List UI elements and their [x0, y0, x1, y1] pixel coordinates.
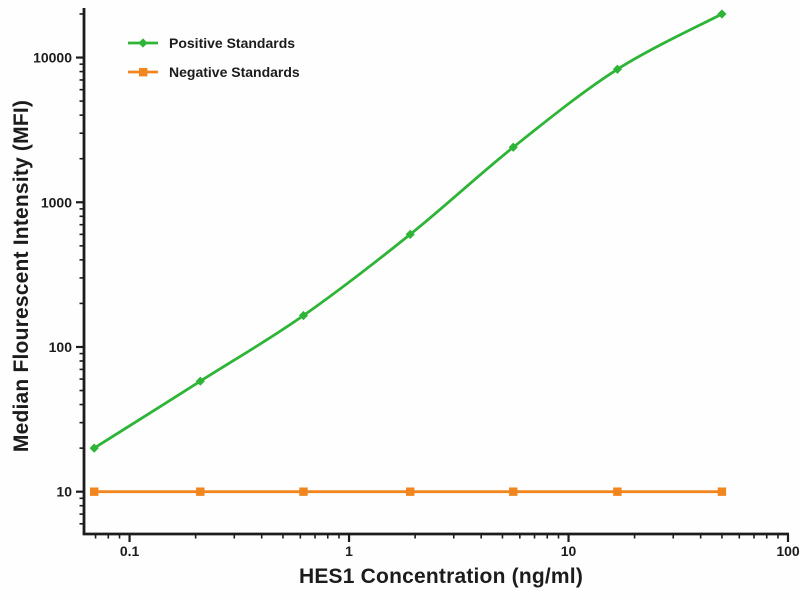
x-tick-label: 0.1	[120, 543, 140, 559]
data-point-square	[196, 487, 205, 496]
legend: Positive Standards Negative Standards	[126, 28, 300, 86]
legend-label-positive: Positive Standards	[169, 34, 296, 51]
positive-series	[89, 9, 727, 453]
data-point-diamond	[405, 229, 415, 239]
data-point-square	[613, 487, 622, 496]
axes	[82, 8, 789, 536]
positive-series-marker-icon	[128, 37, 158, 48]
x-tick-label: 10	[561, 543, 577, 559]
data-point-diamond	[612, 64, 623, 74]
y-axis-title: Median Flourescent Intensity (MFI)	[10, 99, 33, 453]
data-point-diamond	[89, 443, 99, 453]
legend-item-positive: Positive Standards	[126, 28, 300, 57]
data-point-square	[717, 487, 727, 496]
ticks: 0.1 1 10 100 10 100 1000 10000	[33, 13, 800, 559]
data-point-square	[406, 487, 415, 496]
negative-series-marker-icon	[128, 67, 158, 76]
data-point-diamond	[195, 376, 205, 386]
data-point-diamond	[508, 142, 518, 152]
y-tick-label: 10	[56, 484, 72, 500]
x-axis-title: HES1 Concentration (ng/ml)	[298, 565, 584, 588]
legend-marker	[138, 37, 148, 48]
data-point-square	[509, 487, 518, 496]
legend-marker	[139, 67, 148, 76]
y-tick-label: 1000	[41, 194, 72, 210]
data-point-diamond	[298, 310, 309, 321]
data-point-square	[89, 487, 99, 496]
data-point-square	[299, 487, 308, 496]
legend-label-negative: Negative Standards	[169, 63, 300, 80]
y-tick-label: 10000	[33, 50, 72, 66]
x-tick-label: 1	[345, 543, 353, 559]
y-tick-label: 100	[49, 339, 73, 355]
legend-item-negative: Negative Standards	[126, 57, 300, 86]
x-tick-label: 100	[776, 543, 800, 559]
negative-series	[89, 487, 727, 496]
data-point-diamond	[717, 9, 727, 19]
